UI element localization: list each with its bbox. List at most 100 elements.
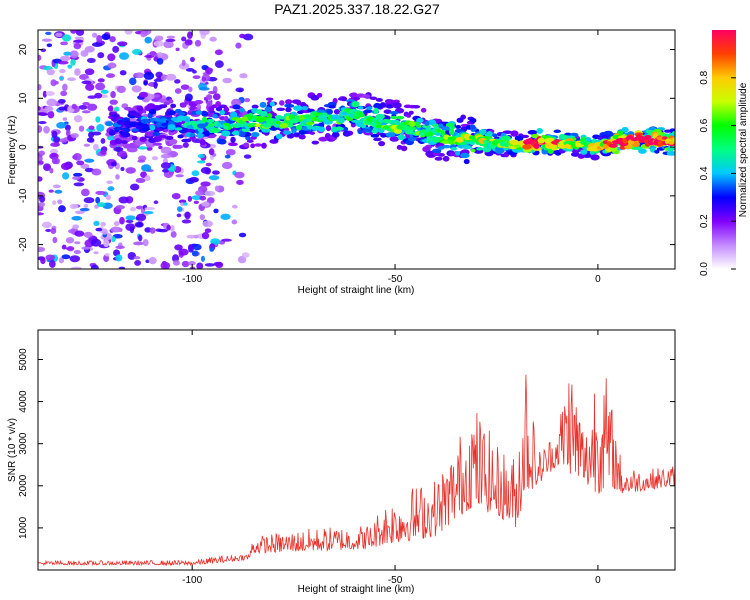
heatmap-cell bbox=[151, 52, 159, 57]
heatmap-cell bbox=[435, 128, 442, 133]
heatmap-cell bbox=[158, 98, 168, 103]
heatmap-cell bbox=[201, 201, 210, 207]
heatmap-cell bbox=[84, 45, 95, 53]
heatmap-cell bbox=[242, 33, 254, 41]
snr-background bbox=[38, 330, 675, 570]
heatmap-cell bbox=[492, 133, 498, 138]
heatmap-cell bbox=[95, 190, 106, 195]
heatmap-cell bbox=[196, 132, 204, 139]
heatmap-cell bbox=[129, 226, 135, 234]
heatmap-cell bbox=[431, 148, 442, 154]
heatmap-cell bbox=[460, 152, 470, 159]
heatmap-cell bbox=[61, 244, 67, 250]
heatmap-cell bbox=[375, 98, 383, 102]
heatmap-cell bbox=[296, 110, 304, 115]
heatmap-cell bbox=[223, 115, 229, 122]
heatmap-cell bbox=[80, 188, 90, 197]
heatmap-cell bbox=[92, 32, 98, 38]
heatmap-cell bbox=[64, 124, 71, 131]
heatmap-cell bbox=[168, 99, 174, 104]
heatmap-cell bbox=[50, 227, 57, 234]
heatmap-cell bbox=[62, 34, 72, 42]
heatmap-cell bbox=[298, 134, 306, 140]
heatmap-cell bbox=[38, 84, 42, 91]
heatmap-cell bbox=[200, 167, 211, 174]
heatmap-cell bbox=[408, 136, 417, 142]
heatmap-cell bbox=[222, 122, 230, 127]
heatmap-cell bbox=[208, 90, 217, 95]
heatmap-cell bbox=[221, 130, 231, 137]
heatmap-cell bbox=[603, 130, 613, 136]
heatmap-cell bbox=[357, 106, 364, 110]
heatmap-cell bbox=[60, 90, 68, 97]
heatmap-cell bbox=[55, 32, 63, 38]
spectrogram-y-tick-label: -20 bbox=[18, 237, 29, 252]
heatmap-cell bbox=[175, 174, 184, 178]
heatmap-cell bbox=[65, 129, 71, 137]
heatmap-cell bbox=[212, 93, 221, 101]
heatmap-cell bbox=[326, 108, 333, 115]
heatmap-cell bbox=[83, 204, 89, 208]
heatmap-cell bbox=[317, 126, 326, 132]
heatmap-cell bbox=[38, 121, 47, 125]
snr-frame bbox=[37, 329, 676, 571]
heatmap-cell bbox=[442, 144, 451, 149]
heatmap-cell bbox=[84, 68, 95, 76]
heatmap-cell bbox=[91, 42, 103, 47]
heatmap-cell bbox=[201, 232, 210, 240]
heatmap-cell bbox=[195, 110, 203, 115]
heatmap-cell bbox=[366, 106, 373, 111]
heatmap-cell bbox=[44, 105, 54, 112]
heatmap-cell bbox=[112, 45, 120, 53]
heatmap-cell bbox=[305, 117, 313, 123]
heatmap-cell bbox=[131, 85, 142, 93]
heatmap-cell bbox=[420, 107, 427, 113]
heatmap-cell bbox=[305, 121, 315, 126]
spectrogram-y-tick-label: 10 bbox=[18, 92, 29, 104]
heatmap-cell bbox=[181, 138, 192, 143]
heatmap-cell bbox=[198, 127, 204, 134]
heatmap-cell bbox=[214, 185, 220, 192]
snr-x-tick-label: -50 bbox=[388, 575, 403, 586]
heatmap-cell bbox=[178, 111, 186, 117]
heatmap-cell bbox=[94, 92, 103, 99]
heatmap-cell bbox=[160, 146, 172, 154]
heatmap-cell bbox=[215, 106, 223, 112]
snr-y-tick-label: 3000 bbox=[18, 432, 29, 455]
heatmap-cell bbox=[100, 137, 106, 144]
heatmap-cell bbox=[440, 130, 446, 136]
heatmap-cell bbox=[60, 162, 72, 171]
heatmap-cell bbox=[208, 148, 215, 156]
heatmap-cell bbox=[239, 130, 246, 138]
heatmap-cell bbox=[661, 136, 668, 140]
heatmap-cell bbox=[570, 151, 580, 157]
heatmap-cell bbox=[193, 243, 202, 251]
heatmap-cell bbox=[469, 117, 477, 124]
heatmap-cell bbox=[265, 117, 274, 123]
heatmap-cell bbox=[230, 136, 236, 143]
heatmap-cell bbox=[107, 105, 114, 112]
heatmap-cell bbox=[153, 40, 164, 47]
heatmap-cell bbox=[455, 137, 464, 143]
heatmap-cell bbox=[71, 103, 77, 110]
heatmap-cell bbox=[288, 114, 295, 121]
heatmap-cell bbox=[176, 206, 183, 212]
heatmap-cell bbox=[47, 110, 55, 119]
heatmap-cell bbox=[221, 161, 233, 170]
heatmap-cell bbox=[38, 176, 43, 182]
heatmap-cell bbox=[278, 116, 288, 120]
heatmap-cell bbox=[325, 125, 332, 132]
heatmap-cell bbox=[52, 200, 57, 205]
heatmap-cell bbox=[202, 220, 214, 228]
heatmap-cell bbox=[174, 244, 183, 251]
heatmap-cell bbox=[397, 134, 405, 141]
heatmap-cell bbox=[608, 143, 618, 148]
heatmap-cell bbox=[119, 70, 127, 76]
heatmap-cell bbox=[181, 260, 190, 268]
heatmap-cell bbox=[143, 71, 155, 80]
heatmap-cell bbox=[41, 38, 53, 42]
heatmap-cell bbox=[223, 106, 230, 113]
heatmap-cell bbox=[437, 152, 445, 157]
heatmap-cell bbox=[179, 102, 187, 108]
heatmap-cell bbox=[62, 83, 68, 92]
